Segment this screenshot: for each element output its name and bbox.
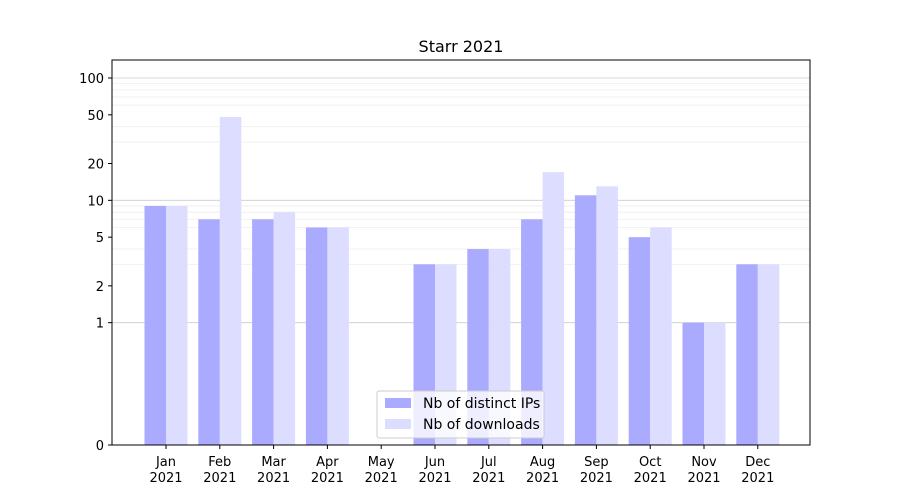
bar-distinct-ips <box>628 237 651 445</box>
legend: Nb of distinct IPs Nb of downloads <box>376 390 545 439</box>
bar-downloads <box>542 172 565 445</box>
y-axis: 0 1 2 5 10 20 50 100 <box>79 72 112 454</box>
x-tick-label-month: Mar <box>261 455 286 470</box>
x-tick-label-year: 2021 <box>311 471 344 486</box>
x-tick-label-month: Aug <box>530 455 555 470</box>
bar-distinct-ips <box>736 264 758 445</box>
bar-distinct-ips <box>252 219 274 445</box>
y-tick-label: 100 <box>79 72 104 87</box>
x-tick-label-year: 2021 <box>418 471 451 486</box>
bar-distinct-ips <box>198 219 220 445</box>
y-tick-label: 50 <box>87 109 104 124</box>
y-tick-label: 10 <box>87 194 104 209</box>
y-tick-label: 1 <box>96 317 104 332</box>
chart-title: Starr 2021 <box>419 37 504 56</box>
bar-distinct-ips <box>305 227 328 445</box>
legend-swatch-distinct-ips <box>385 398 411 408</box>
bar-downloads <box>596 186 618 445</box>
y-tick-label: 5 <box>96 231 104 246</box>
x-tick-label-year: 2021 <box>687 471 720 486</box>
x-tick-label-month: May <box>368 455 395 470</box>
x-tick-label-month: Feb <box>208 455 231 470</box>
bar-downloads <box>704 322 726 445</box>
plot-frame <box>111 59 811 446</box>
x-tick-label-month: Apr <box>316 455 339 470</box>
x-tick-label-month: Sep <box>584 455 609 470</box>
x-tick-label-year: 2021 <box>149 471 182 486</box>
x-tick-label-year: 2021 <box>365 471 398 486</box>
bar-downloads <box>166 205 188 445</box>
y-tick-label: 2 <box>96 280 104 295</box>
x-axis: Jan2021Feb2021Mar2021Apr2021May2021Jun20… <box>149 445 774 486</box>
y-tick-label: 20 <box>87 158 104 173</box>
x-tick-label-month: Jul <box>480 455 497 470</box>
bar-downloads <box>273 212 296 445</box>
x-tick-label-month: Dec <box>745 455 770 470</box>
x-tick-label-month: Nov <box>691 455 717 470</box>
bar-distinct-ips <box>521 219 543 445</box>
bar-downloads <box>757 264 780 445</box>
bars <box>144 116 780 446</box>
x-tick-label-year: 2021 <box>203 471 236 486</box>
x-tick-label-year: 2021 <box>634 471 667 486</box>
x-tick-label-month: Jun <box>424 455 445 470</box>
bar-distinct-ips <box>682 322 704 445</box>
bar-downloads <box>219 116 242 446</box>
x-tick-label-month: Jan <box>155 455 176 470</box>
x-tick-label-year: 2021 <box>741 471 774 486</box>
bar-downloads <box>650 227 672 445</box>
x-tick-label-year: 2021 <box>580 471 613 486</box>
x-tick-label-month: Oct <box>639 455 661 470</box>
legend-label-downloads: Nb of downloads <box>423 417 540 433</box>
bar-distinct-ips <box>574 195 597 445</box>
y-tick-label: 0 <box>96 439 104 454</box>
legend-box <box>376 390 545 439</box>
legend-swatch-downloads <box>385 419 411 429</box>
bar-downloads <box>327 227 349 445</box>
legend-label-distinct-ips: Nb of distinct IPs <box>423 396 540 412</box>
x-tick-label-year: 2021 <box>257 471 290 486</box>
bar-distinct-ips <box>144 205 166 445</box>
x-tick-label-year: 2021 <box>472 471 505 486</box>
x-tick-label-year: 2021 <box>526 471 559 486</box>
